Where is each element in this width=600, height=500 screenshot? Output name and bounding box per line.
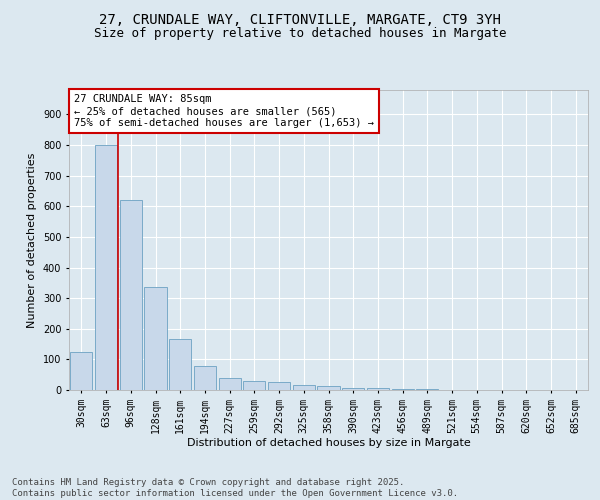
Bar — [367, 388, 389, 390]
Text: Size of property relative to detached houses in Margate: Size of property relative to detached ho… — [94, 28, 506, 40]
Bar — [95, 145, 117, 390]
Bar — [317, 386, 340, 390]
Bar — [194, 366, 216, 390]
Bar — [218, 378, 241, 390]
Bar — [243, 382, 265, 390]
Y-axis label: Number of detached properties: Number of detached properties — [28, 152, 37, 328]
Bar — [119, 200, 142, 390]
Bar — [268, 382, 290, 390]
Text: Contains HM Land Registry data © Crown copyright and database right 2025.
Contai: Contains HM Land Registry data © Crown c… — [12, 478, 458, 498]
Text: 27, CRUNDALE WAY, CLIFTONVILLE, MARGATE, CT9 3YH: 27, CRUNDALE WAY, CLIFTONVILLE, MARGATE,… — [99, 12, 501, 26]
Bar — [70, 352, 92, 390]
X-axis label: Distribution of detached houses by size in Margate: Distribution of detached houses by size … — [187, 438, 470, 448]
Bar — [293, 386, 315, 390]
Text: 27 CRUNDALE WAY: 85sqm
← 25% of detached houses are smaller (565)
75% of semi-de: 27 CRUNDALE WAY: 85sqm ← 25% of detached… — [74, 94, 374, 128]
Bar — [169, 340, 191, 390]
Bar — [342, 388, 364, 390]
Bar — [145, 288, 167, 390]
